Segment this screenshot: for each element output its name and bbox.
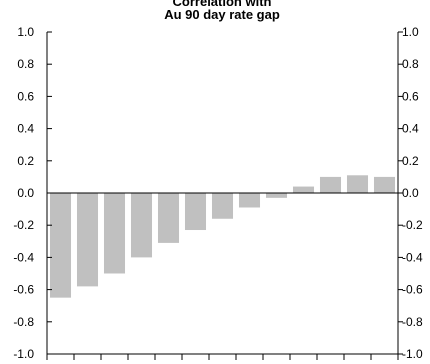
bar-12 — [346, 175, 369, 193]
y-tick-label-left: -1.0 — [13, 347, 34, 361]
chart-title-line-2: Au 90 day rate gap — [164, 7, 280, 22]
bars-group — [49, 175, 396, 298]
y-tick-label-left: -0.6 — [13, 283, 34, 297]
y-tick-label-left: -0.8 — [13, 315, 34, 329]
y-tick-label-right: -0.6 — [402, 283, 423, 297]
y-tick-label-left: -0.4 — [13, 250, 34, 264]
y-tick-label-right: 0.0 — [402, 186, 419, 200]
bar-2 — [76, 193, 99, 287]
y-tick-label-right: 0.4 — [402, 122, 419, 136]
bar-4 — [130, 193, 153, 258]
bar-3 — [103, 193, 126, 274]
y-tick-label-right: -0.2 — [402, 218, 423, 232]
y-tick-label-right: -0.4 — [402, 250, 423, 264]
bar-7 — [211, 193, 234, 219]
bar-1 — [49, 193, 72, 298]
bar-5 — [157, 193, 180, 243]
y-tick-label-right: 0.8 — [402, 57, 419, 71]
axes-group — [46, 31, 403, 360]
y-tick-label-right: 0.2 — [402, 154, 419, 168]
y-tick-label-left: 0.0 — [17, 186, 34, 200]
bar-9 — [265, 193, 288, 198]
tick-labels-group: 1.0 1.0 0.8 0.8 0.6 0.6 0.4 0.4 0.2 0.2 0.0 0.0 -0.2… — [13, 25, 423, 361]
y-tick-label-left: 0.4 — [17, 122, 34, 136]
bar-13 — [373, 176, 396, 193]
y-tick-label-left: 0.2 — [17, 154, 34, 168]
y-tick-label-left: -0.2 — [13, 218, 34, 232]
bar-11 — [319, 176, 342, 193]
bar-6 — [184, 193, 207, 231]
y-tick-label-left: 0.6 — [17, 89, 34, 103]
y-tick-label-right: 0.6 — [402, 89, 419, 103]
y-tick-label-left: 1.0 — [17, 25, 34, 39]
chart-title-line-1: Correlation with — [173, 0, 272, 9]
y-tick-label-left: 0.8 — [17, 57, 34, 71]
y-tick-label-right: -1.0 — [402, 347, 423, 361]
bar-8 — [238, 193, 261, 208]
y-tick-label-right: 1.0 — [402, 25, 419, 39]
bar-10 — [292, 186, 315, 193]
y-tick-label-right: -0.8 — [402, 315, 423, 329]
